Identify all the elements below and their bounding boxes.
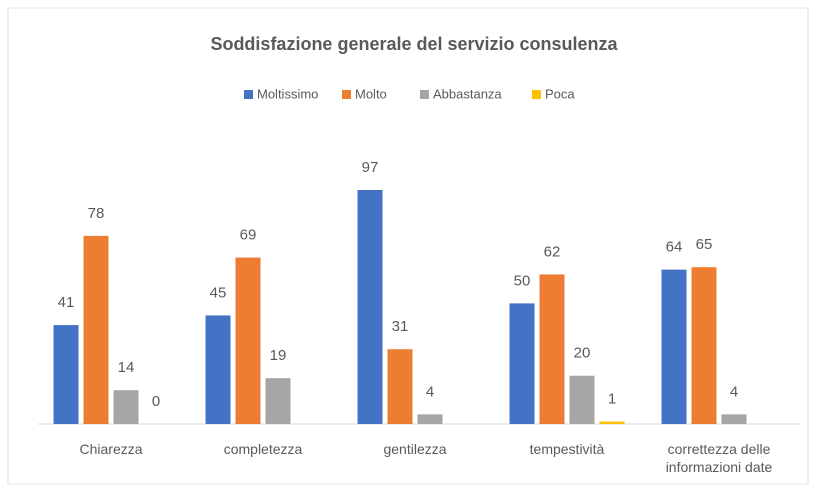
legend-label: Poca [545,86,575,101]
bar [205,315,231,424]
legend-swatch [342,90,351,99]
bar [387,349,413,424]
bar [357,190,383,424]
data-label: 14 [118,359,135,376]
x-tick-label: correttezza delle informazioni date [665,441,773,475]
bar [417,414,443,424]
legend-label: Abbastanza [433,86,502,101]
bar [235,257,261,424]
bar [721,414,747,424]
data-label: 45 [210,284,227,301]
data-label: 19 [270,347,287,364]
data-label: 64 [666,239,683,256]
x-tick-label: tempestività [529,441,605,457]
data-label: 69 [240,227,257,244]
data-label: 78 [88,205,105,222]
data-label: 4 [730,383,738,400]
bar [83,235,109,424]
bar [691,267,717,424]
bar [265,378,291,424]
bar [661,269,687,424]
bar [569,375,595,424]
data-label: 62 [544,243,561,260]
bar [539,274,565,424]
bar [599,421,625,424]
data-label: 97 [362,159,379,176]
legend-swatch [532,90,541,99]
bar [509,303,535,424]
data-label: 4 [426,383,434,400]
x-tick-label: completezza [223,441,303,457]
legend-label: Molto [355,86,387,101]
bar [53,325,79,424]
data-label: 20 [574,345,591,362]
legend-swatch [420,90,429,99]
data-label: 65 [696,236,713,253]
legend-swatch [244,90,253,99]
x-tick-label: gentilezza [383,441,447,457]
data-label: 50 [514,272,531,289]
data-label: 31 [392,318,409,335]
chart-title: Soddisfazione generale del servizio cons… [210,34,618,54]
x-tick-label: Chiarezza [79,441,143,457]
legend-label: Moltissimo [257,86,318,101]
bar [113,390,139,424]
data-label: 1 [608,391,616,408]
data-label: 41 [58,294,75,311]
data-label: 0 [152,393,160,410]
